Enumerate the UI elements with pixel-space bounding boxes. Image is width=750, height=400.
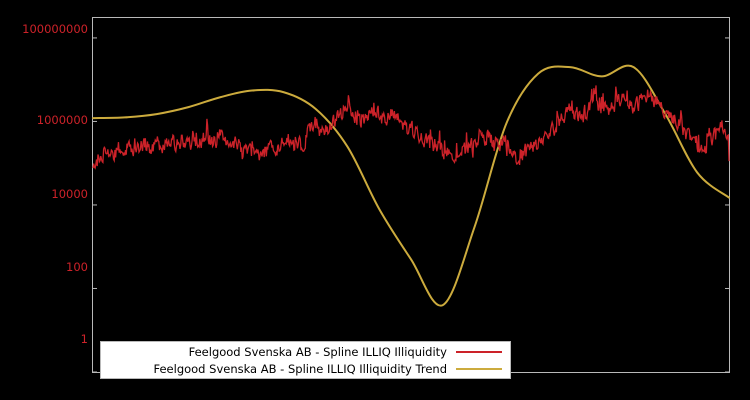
trend-line: [92, 64, 730, 307]
legend-label: Feelgood Svenska AB - Spline ILLIQ Illiq…: [188, 344, 447, 359]
legend-line-swatch: [456, 367, 502, 370]
illiquidity-line: [92, 85, 730, 170]
y-tick-label: 10000: [51, 187, 88, 201]
legend-line-swatch: [456, 350, 502, 353]
legend-entry-trend: Feelgood Svenska AB - Spline ILLIQ Illiq…: [101, 360, 510, 377]
y-tick-label: 100: [66, 260, 88, 274]
legend-entry-illiquidity: Feelgood Svenska AB - Spline ILLIQ Illiq…: [101, 343, 510, 360]
y-axis-tick-labels: 100000000 1000000 10000 100 1: [0, 0, 88, 400]
legend-label: Feelgood Svenska AB - Spline ILLIQ Illiq…: [153, 361, 447, 376]
plot-area: [92, 17, 730, 373]
y-tick-label: 100000000: [22, 22, 88, 36]
y-tick-label: 1: [80, 332, 88, 346]
legend-box: Feelgood Svenska AB - Spline ILLIQ Illiq…: [100, 341, 511, 379]
y-tick-label: 1000000: [36, 113, 88, 127]
